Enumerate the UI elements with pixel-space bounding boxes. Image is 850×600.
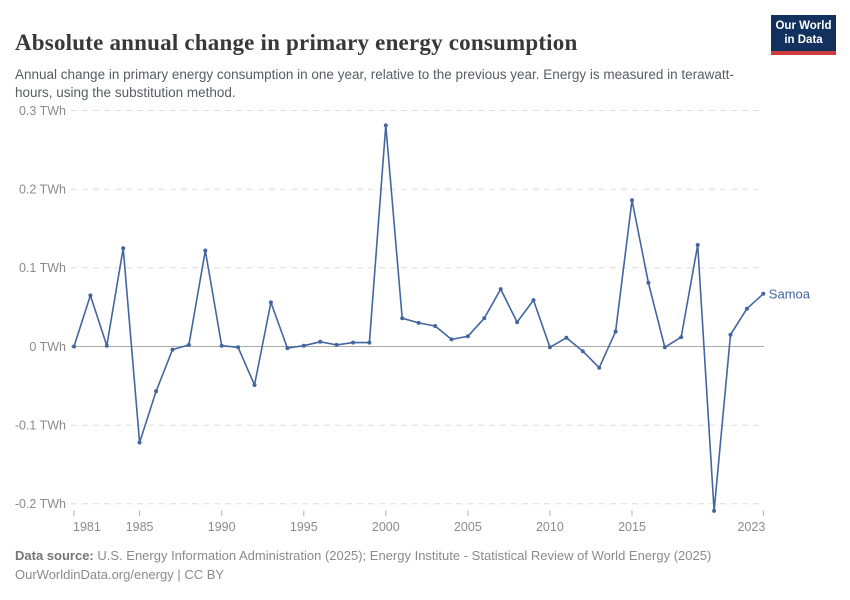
data-point-marker[interactable]	[744, 306, 749, 311]
y-axis-tick-label: 0.3 TWh	[19, 104, 66, 118]
data-point-marker[interactable]	[449, 337, 454, 342]
data-point-marker[interactable]	[564, 335, 569, 340]
data-point-marker[interactable]	[433, 324, 438, 328]
x-axis-tick-label: 2015	[618, 520, 646, 534]
x-axis-tick-label: 2010	[536, 520, 564, 534]
y-axis-tick-label: -0.1 TWh	[15, 419, 66, 433]
page-subtitle: Annual change in primary energy consumpt…	[15, 66, 734, 101]
data-point-marker[interactable]	[301, 343, 306, 348]
data-point-marker[interactable]	[186, 342, 191, 347]
data-point-marker[interactable]	[285, 346, 290, 351]
data-point-marker[interactable]	[695, 243, 700, 247]
data-point-marker[interactable]	[515, 320, 520, 325]
owid-logo: Our World in Data	[771, 15, 836, 55]
data-point-marker[interactable]	[236, 345, 241, 350]
data-point-marker[interactable]	[154, 389, 159, 394]
x-axis-tick-label: 1995	[290, 520, 318, 534]
chart-footer: Data source: U.S. Energy Information Adm…	[15, 547, 835, 584]
y-axis-tick-label: 0.2 TWh	[19, 183, 66, 197]
data-point-marker[interactable]	[252, 383, 257, 387]
y-axis-tick-label: 0 TWh	[29, 340, 66, 354]
data-point-marker[interactable]	[367, 340, 372, 345]
data-point-marker[interactable]	[712, 508, 717, 513]
x-axis-tick-label: 1985	[126, 520, 154, 534]
data-point-marker[interactable]	[679, 335, 684, 340]
data-point-marker[interactable]	[482, 316, 487, 321]
data-point-marker[interactable]	[318, 339, 323, 344]
data-point-marker[interactable]	[630, 198, 634, 203]
data-point-marker[interactable]	[580, 349, 585, 354]
x-axis-tick-label: 2005	[454, 520, 482, 534]
x-axis-tick-label: 2023	[737, 520, 765, 534]
data-point-marker[interactable]	[531, 298, 536, 303]
data-point-marker[interactable]	[383, 123, 388, 128]
data-point-marker[interactable]	[498, 287, 503, 292]
data-point-marker[interactable]	[137, 440, 142, 445]
x-axis-tick-label: 1981	[73, 520, 101, 534]
y-axis-tick-label: 0.1 TWh	[19, 261, 66, 275]
data-point-marker[interactable]	[400, 316, 405, 321]
data-point-marker[interactable]	[761, 291, 766, 296]
owid-logo-line2: in Data	[784, 33, 823, 46]
data-point-marker[interactable]	[268, 300, 273, 305]
data-source-text: U.S. Energy Information Administration (…	[97, 548, 712, 563]
footer-source-line: Data source: U.S. Energy Information Adm…	[15, 547, 835, 566]
chart-plot-area[interactable]	[71, 105, 764, 513]
data-point-marker[interactable]	[416, 320, 421, 325]
x-axis-tick-label: 2000	[372, 520, 400, 534]
x-axis-tick-label: 1990	[208, 520, 236, 534]
data-point-marker[interactable]	[170, 347, 175, 352]
data-point-marker[interactable]	[203, 248, 208, 253]
data-point-marker[interactable]	[613, 329, 618, 334]
owid-logo-line1: Our World	[775, 20, 832, 32]
data-point-marker[interactable]	[351, 340, 355, 345]
data-point-marker[interactable]	[219, 343, 224, 348]
data-point-marker[interactable]	[662, 345, 667, 350]
data-source-label: Data source:	[15, 548, 94, 563]
series-end-label[interactable]: Samoa	[769, 286, 811, 301]
line-chart: 0.3 TWh 0.2 TWh 0.1 TWh 0 TWh -0.1 TWh -0.2 T…	[15, 104, 811, 534]
page-title: Absolute annual change in primary energy…	[15, 30, 578, 56]
data-point-marker[interactable]	[465, 334, 470, 339]
data-point-marker[interactable]	[728, 332, 733, 337]
data-point-marker[interactable]	[646, 280, 651, 285]
data-point-marker[interactable]	[597, 365, 602, 370]
data-point-marker[interactable]	[121, 246, 126, 251]
data-point-marker[interactable]	[104, 343, 109, 348]
data-point-marker[interactable]	[88, 293, 93, 298]
data-point-marker[interactable]	[72, 344, 76, 349]
data-point-marker[interactable]	[334, 342, 339, 347]
y-axis-tick-label: -0.2 TWh	[15, 497, 66, 511]
data-point-marker[interactable]	[547, 345, 552, 350]
footer-license-line: OurWorldinData.org/energy | CC BY	[15, 566, 225, 582]
